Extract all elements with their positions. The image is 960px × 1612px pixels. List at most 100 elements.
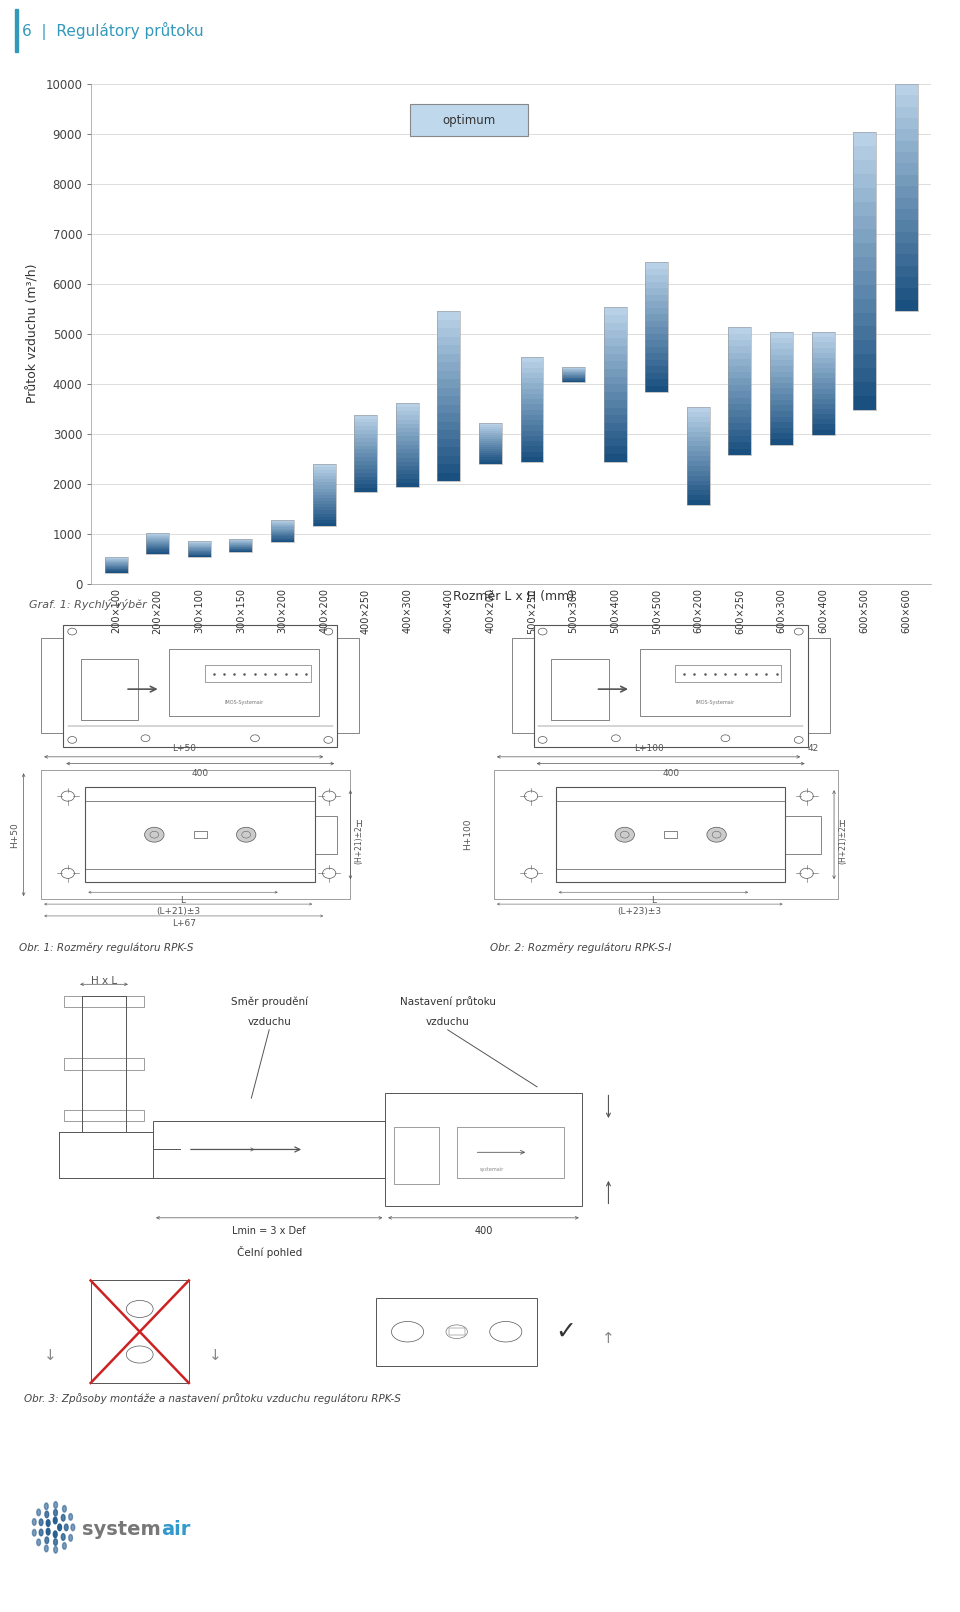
Bar	[895, 300, 918, 311]
FancyBboxPatch shape	[411, 103, 528, 137]
Bar	[853, 132, 876, 147]
Bar	[729, 448, 752, 455]
Bar	[438, 345, 460, 353]
Bar	[687, 422, 709, 427]
Bar	[895, 129, 918, 140]
Y-axis label: Průtok vzduchu (m³/h): Průtok vzduchu (m³/h)	[27, 264, 39, 403]
Bar	[63, 996, 144, 1008]
Bar	[645, 334, 668, 340]
Bar	[563, 368, 585, 382]
Bar	[438, 430, 460, 438]
Bar	[396, 403, 419, 406]
Text: L+100: L+100	[634, 745, 663, 753]
Circle shape	[54, 1509, 58, 1515]
Bar	[811, 419, 834, 424]
Bar	[811, 353, 834, 358]
Bar	[895, 152, 918, 163]
Circle shape	[61, 1533, 65, 1541]
Text: Rozměr L x H (mm): Rozměr L x H (mm)	[453, 590, 574, 603]
Bar	[645, 385, 668, 392]
Bar	[895, 140, 918, 152]
Bar	[520, 405, 543, 409]
Bar	[770, 366, 793, 371]
Bar	[853, 132, 876, 409]
Bar	[438, 311, 460, 480]
Text: ↓: ↓	[209, 1348, 222, 1364]
Bar	[811, 368, 834, 372]
Bar	[438, 311, 460, 319]
Bar	[520, 426, 543, 430]
Text: 400: 400	[192, 769, 209, 777]
Bar	[811, 388, 834, 393]
Circle shape	[39, 1519, 43, 1525]
Bar	[313, 495, 335, 498]
Bar	[354, 434, 377, 438]
Text: ✓: ✓	[555, 1320, 576, 1344]
Bar	[396, 437, 419, 440]
Bar	[729, 405, 752, 411]
Bar	[895, 289, 918, 300]
Circle shape	[62, 1543, 66, 1549]
Bar	[520, 388, 543, 393]
Bar	[354, 484, 377, 488]
Bar	[687, 471, 709, 476]
Bar	[604, 308, 627, 314]
Bar	[687, 408, 709, 413]
Circle shape	[145, 827, 164, 841]
Bar	[520, 421, 543, 426]
Bar	[687, 495, 709, 500]
Bar	[853, 216, 876, 229]
Bar	[354, 469, 377, 472]
Bar	[313, 511, 335, 514]
Bar	[645, 327, 668, 334]
Circle shape	[61, 1514, 65, 1522]
Text: Obr. 3: Způsoby montáže a nastavení průtoku vzduchu regulátoru RPK-S: Obr. 3: Způsoby montáže a nastavení průt…	[24, 1393, 401, 1404]
Circle shape	[36, 1509, 40, 1515]
Text: H: H	[355, 821, 362, 829]
Bar	[895, 185, 918, 198]
Bar	[194, 832, 207, 838]
Bar	[853, 397, 876, 409]
Bar	[520, 358, 543, 363]
Bar	[396, 403, 419, 487]
Bar	[520, 409, 543, 414]
Bar	[785, 816, 821, 854]
Bar	[313, 482, 335, 485]
Text: 42: 42	[807, 745, 819, 753]
Bar	[811, 372, 834, 379]
Bar	[604, 392, 627, 400]
Circle shape	[45, 1536, 49, 1544]
Bar	[770, 332, 793, 445]
Bar	[811, 414, 834, 419]
Circle shape	[236, 827, 256, 841]
Bar	[853, 174, 876, 187]
Bar	[520, 447, 543, 451]
Bar	[396, 474, 419, 479]
Bar	[520, 372, 543, 379]
Bar	[396, 466, 419, 471]
Bar	[479, 430, 502, 434]
Bar	[645, 282, 668, 289]
Bar	[645, 308, 668, 314]
Bar	[687, 432, 709, 437]
Bar	[604, 330, 627, 339]
Bar	[479, 461, 502, 464]
Bar	[687, 490, 709, 495]
Bar	[438, 379, 460, 387]
Bar	[520, 400, 543, 405]
Bar	[520, 379, 543, 384]
Text: Obr. 2: Rozměry regulátoru RPK-S-I: Obr. 2: Rozměry regulátoru RPK-S-I	[490, 943, 671, 953]
Bar	[729, 379, 752, 385]
Text: Nastavení průtoku: Nastavení průtoku	[399, 996, 495, 1008]
Bar	[853, 160, 876, 174]
Bar	[479, 442, 502, 443]
Bar	[604, 430, 627, 438]
Bar	[604, 347, 627, 353]
Bar	[90, 1280, 189, 1383]
Bar	[313, 501, 335, 505]
Bar	[853, 368, 876, 382]
Text: 400: 400	[474, 1227, 492, 1236]
Bar	[604, 438, 627, 447]
Bar	[645, 353, 668, 359]
Bar	[895, 84, 918, 95]
